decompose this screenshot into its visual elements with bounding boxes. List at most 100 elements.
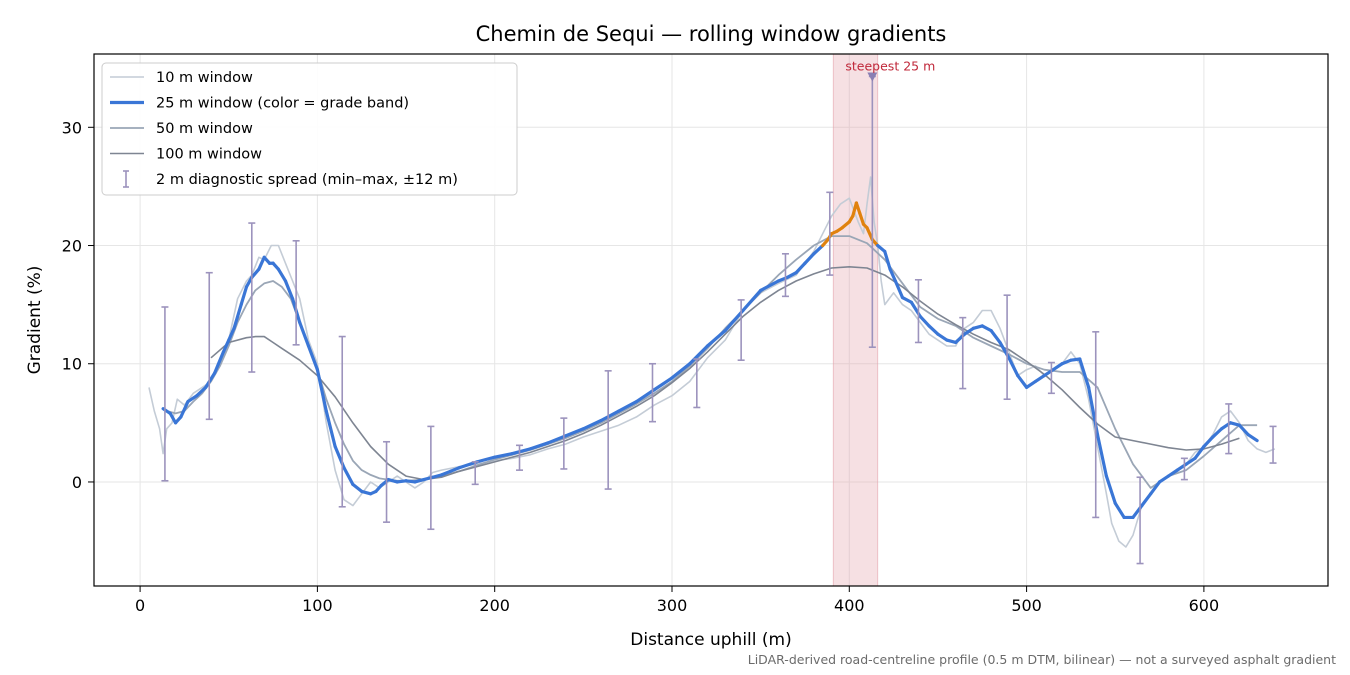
diagnostic-errorbar [648, 362, 656, 423]
diagnostic-errorbar [338, 335, 346, 508]
diagnostic-errorbar [427, 425, 435, 531]
series-segment-25-m-window [936, 332, 949, 342]
y-axis-label: Gradient (%) [25, 266, 45, 375]
series-segment-25-m-window [1157, 474, 1171, 484]
legend-entry: 2 m diagnostic spread (min–max, ±12 m) [123, 170, 458, 188]
series-segment-25-m-window [1051, 362, 1064, 372]
series-segment-25-m-window [741, 288, 763, 313]
series-segment-25-m-window [893, 279, 905, 300]
series-segment-25-m-window [705, 329, 727, 348]
series-segment-25-m-window [1202, 435, 1215, 449]
errorbar-layer [161, 75, 1277, 565]
series-segment-25-m-window [989, 329, 1002, 345]
series-segment-25-m-window [457, 460, 479, 470]
x-axis-label: Distance uphill (m) [630, 630, 791, 650]
diagnostic-errorbar [383, 440, 391, 523]
series-segment-25-m-window [195, 385, 208, 398]
series-segment-25-m-window [204, 371, 217, 389]
series-segment-25-m-window [617, 399, 639, 413]
series-segment-25-m-window [306, 344, 319, 372]
series-segment-25-m-window [1113, 501, 1126, 520]
series-segment-25-m-window [1211, 427, 1224, 439]
series-segment-25-m-window [1078, 357, 1091, 389]
series-segment-25-m-window [298, 320, 311, 348]
series-segment-25-m-window [812, 243, 825, 256]
series-segment-25-m-window [854, 201, 862, 216]
series-segment-25-m-window [858, 212, 866, 226]
series-segment-25-m-window [1033, 373, 1046, 384]
series-segment-25-m-window [351, 482, 364, 494]
footnote: LiDAR-derived road-centreline profile (0… [748, 652, 1336, 667]
diagnostic-errorbar [693, 358, 701, 409]
diagnostic-errorbar [1180, 457, 1188, 481]
diagnostic-errorbar [1136, 476, 1144, 565]
series-segment-25-m-window [250, 267, 261, 280]
series-layer [148, 176, 1276, 548]
series-segment-25-m-window [723, 308, 745, 333]
legend-box [101, 62, 518, 196]
diagnostic-errorbar [560, 417, 568, 470]
series-segment-25-m-window [227, 326, 236, 342]
series-segment-25-m-window [883, 249, 892, 271]
diagnostic-errorbar [604, 370, 612, 490]
steepest-window-band [832, 53, 879, 587]
series-segment-25-m-window [581, 418, 603, 431]
x-tick-label: 400 [834, 596, 865, 615]
y-tick-label: 20 [62, 237, 82, 256]
x-tick-label: 200 [479, 596, 510, 615]
annotation-layer: steepest 25 m [845, 58, 935, 82]
x-tick-label: 600 [1189, 596, 1220, 615]
x-tick-label: 500 [1011, 596, 1042, 615]
series-segment-25-m-window [1166, 468, 1179, 478]
legend-entry: 25 m window (color = grade band) [110, 96, 409, 112]
series-segment-25-m-window [239, 285, 249, 307]
legend-label: 100 m window [156, 147, 262, 163]
series-segment-25-m-window [528, 441, 550, 451]
series-line-10-m-window [148, 176, 1276, 548]
series-segment-25-m-window [980, 324, 993, 333]
diagnostic-errorbar [914, 279, 922, 344]
diagnostic-errorbar [292, 239, 300, 346]
series-segment-25-m-window [179, 399, 190, 419]
series-segment-25-m-window [1184, 456, 1197, 466]
series-segment-25-m-window [634, 388, 656, 404]
series-segment-25-m-window [1024, 379, 1038, 389]
diagnostic-errorbar [1003, 294, 1011, 401]
series-segment-25-m-window [688, 344, 710, 366]
series-segment-25-m-window [927, 324, 940, 336]
series-segment-25-m-window [324, 409, 337, 449]
diagnostic-errorbar [959, 316, 967, 390]
series-segment-25-m-window [962, 326, 976, 336]
x-tick-label: 100 [302, 596, 333, 615]
x-tick-label: 300 [657, 596, 688, 615]
series-segment-25-m-window [510, 447, 532, 456]
plot-frame [93, 53, 1329, 587]
series-segment-25-m-window [564, 427, 585, 438]
series-segment-25-m-window [670, 362, 692, 380]
legend: 10 m window 25 m window (color = grade ba… [101, 62, 518, 196]
steepest-annotation: steepest 25 m [845, 58, 935, 73]
series-segment-25-m-window [1140, 492, 1153, 508]
series-segment-25-m-window [342, 466, 355, 486]
diagnostic-errorbar [1047, 361, 1055, 395]
diagnostic-errorbar [1269, 425, 1277, 464]
series-segment-25-m-window [1237, 423, 1250, 437]
series-segment-25-m-window [785, 271, 798, 280]
series-segment-25-m-window [1149, 480, 1162, 496]
diagnostic-errorbar [1225, 403, 1233, 455]
diagnostic-errorbar [1092, 331, 1100, 519]
legend-label: 50 m window [156, 121, 253, 137]
series-segment-25-m-window [1246, 433, 1259, 443]
series-segment-25-m-window [759, 279, 780, 293]
series-segment-25-m-window [794, 261, 807, 275]
series-segment-25-m-window [918, 314, 931, 328]
series-segment-25-m-window [212, 350, 226, 375]
series-segment-25-m-window [283, 279, 295, 301]
series-segment-25-m-window [493, 451, 515, 459]
series-segment-25-m-window [232, 303, 243, 330]
steepest-highlight-layer [832, 53, 879, 587]
legend-entry: 10 m window [110, 70, 253, 86]
diagnostic-errorbar [781, 252, 789, 298]
chart-title: Chemin de Sequi — rolling window gradien… [476, 22, 947, 46]
